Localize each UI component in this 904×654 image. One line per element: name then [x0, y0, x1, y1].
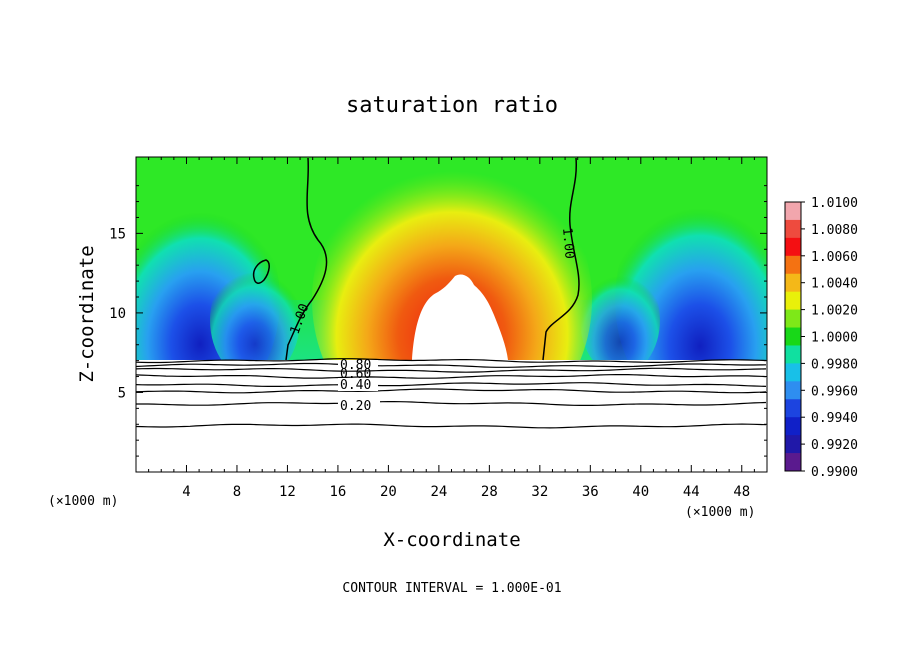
contour-label-bg-0-40 [338, 378, 378, 391]
x-tick-label: 32 [531, 484, 548, 500]
colorbar-swatch [785, 327, 801, 346]
plot-area [136, 157, 767, 472]
colorbar-label: 0.9920 [811, 438, 858, 453]
contour-label-0-20: 0.20 [340, 399, 371, 414]
x-tick-label: 20 [380, 484, 397, 500]
contour-line-lower [135, 374, 767, 379]
y-tick-label: 10 [109, 306, 126, 322]
colorbar-swatch [785, 219, 801, 239]
contour-line-lower [135, 382, 767, 387]
contour-line-lower [135, 388, 767, 394]
colorbar-swatch [785, 291, 801, 311]
colorbar-swatch [785, 417, 801, 436]
colorbar-label: 0.9900 [811, 465, 858, 480]
contour-line-lower [136, 401, 767, 406]
colorbar-swatch [785, 435, 801, 454]
colorbar-label: 1.0080 [811, 223, 858, 238]
colorbar-swatch [785, 309, 801, 329]
colorbar-swatch [785, 273, 801, 293]
colorbar-label: 0.9980 [811, 357, 858, 372]
colorbar-swatch [785, 453, 801, 472]
lower-white-region [136, 360, 767, 472]
contour-line-lower [135, 367, 767, 373]
colorbar-label: 1.0100 [811, 196, 858, 211]
contour-label-1-00-right: 1.00 [559, 227, 577, 260]
x-tick-label: 48 [733, 484, 750, 500]
colorbar: 1.0100 1.0080 1.0060 1.0040 1.0020 1.0000 0.99… [784, 196, 858, 480]
colorbar-label: 1.0060 [811, 250, 858, 265]
y-tick-label: 15 [109, 226, 126, 242]
colorbar-swatch [785, 381, 801, 400]
colorbar-swatch [785, 345, 801, 364]
blue-region-right-2 [580, 265, 660, 375]
x-ticks: 4 8 12 16 20 24 28 32 36 40 44 48 [148, 157, 755, 500]
contour-label-bg-0-20 [338, 398, 380, 412]
y-tick-label: 5 [118, 385, 126, 401]
colorbar-swatch [785, 255, 801, 275]
y-axis-label: Z-coordinate [76, 245, 98, 382]
colorbar-label: 1.0000 [811, 331, 858, 346]
contour-1-00-ring [252, 259, 270, 284]
colorbar-swatch [785, 399, 801, 418]
y-ticks: 5 10 15 [109, 185, 767, 457]
colorbar-label: 1.0020 [811, 304, 858, 319]
contour-label-0-40: 0.40 [340, 378, 371, 393]
contour-line-lower [135, 362, 767, 368]
contour-line-lower [135, 358, 767, 364]
footer-note: CONTOUR INTERVAL = 1.000E-01 [342, 581, 561, 596]
contour-line-lower [135, 423, 767, 429]
colorbar-swatch [785, 202, 801, 221]
blue-region-right [615, 185, 767, 415]
x-tick-label: 16 [329, 484, 346, 500]
x-tick-label: 8 [233, 484, 241, 500]
blue-region-left-2 [210, 260, 300, 380]
x-unit-right: (×1000 m) [685, 505, 755, 520]
x-tick-label: 44 [683, 484, 700, 500]
x-tick-label: 40 [632, 484, 649, 500]
x-axis-label: X-coordinate [383, 529, 520, 551]
x-tick-label: 12 [279, 484, 296, 500]
contour-label-bg-0-80 [338, 360, 378, 368]
x-tick-label: 4 [182, 484, 190, 500]
colorbar-swatch [785, 363, 801, 382]
colorbar-label: 1.0040 [811, 277, 858, 292]
white-core [412, 274, 508, 360]
contour-lines-lower [135, 358, 767, 429]
x-unit-left: (×1000 m) [48, 494, 118, 509]
contour-label-0-80: 0.80 [340, 358, 371, 373]
colorbar-swatch [785, 237, 801, 257]
colorbar-label: 0.9960 [811, 384, 858, 399]
colorbar-label: 0.9940 [811, 411, 858, 426]
contour-1-00-right [542, 157, 580, 361]
contour-1-00-left [285, 157, 328, 361]
x-tick-label: 36 [582, 484, 599, 500]
chart-title: saturation ratio [346, 93, 558, 118]
x-tick-label: 28 [481, 484, 498, 500]
x-tick-label: 24 [430, 484, 447, 500]
